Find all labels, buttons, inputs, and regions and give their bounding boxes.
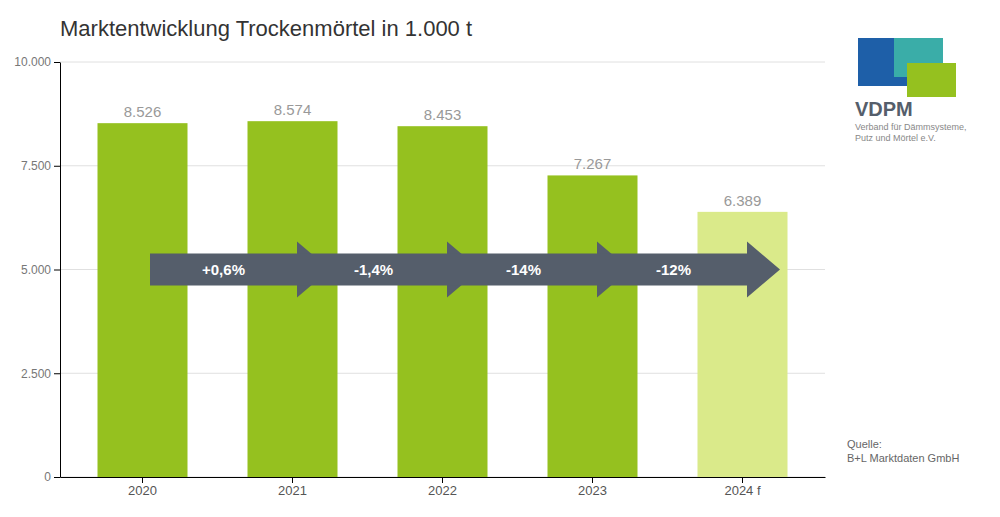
x-tick-label: 2023 — [578, 483, 607, 498]
bar — [98, 123, 188, 477]
y-tick: 7.500 — [21, 159, 60, 173]
y-tick-label: 7.500 — [21, 159, 51, 173]
x-tick-mark — [292, 477, 293, 483]
arrow-label: -12% — [656, 261, 691, 278]
x-tick-mark — [442, 477, 443, 483]
x-tick-mark — [592, 477, 593, 483]
y-tick: 0 — [44, 470, 60, 484]
logo: VDPM Verband für Dämmsysteme,Putz und Mör… — [855, 38, 967, 143]
chart-svg: 02.5005.0007.50010.000202020212022202320… — [0, 0, 1000, 517]
y-axis-line — [60, 63, 61, 478]
grid-line — [60, 62, 825, 63]
bar — [248, 121, 338, 477]
logo-text: VDPM — [855, 98, 913, 120]
y-tick-mark — [54, 166, 60, 167]
x-tick: 2023 — [578, 477, 607, 498]
x-tick: 2022 — [428, 477, 457, 498]
y-tick-mark — [54, 62, 60, 63]
data-label: 8.453 — [424, 106, 462, 123]
arrow-label: -14% — [506, 261, 541, 278]
y-tick-label: 2.500 — [21, 367, 51, 381]
title: Marktentwicklung Trockenmörtel in 1.000 … — [60, 16, 472, 41]
y-tick: 5.000 — [21, 263, 60, 277]
y-tick-label: 5.000 — [21, 263, 51, 277]
data-label: 8.526 — [124, 103, 162, 120]
y-tick: 2.500 — [21, 367, 60, 381]
y-tick-mark — [54, 373, 60, 374]
bar — [548, 175, 638, 477]
x-tick-label: 2020 — [128, 483, 157, 498]
x-tick-mark — [742, 477, 743, 483]
x-tick: 2024 f — [724, 477, 761, 498]
data-label: 8.574 — [274, 101, 312, 118]
y-axis: 0 2.500 5.000 7.500 10.000 — [14, 55, 60, 484]
x-axis: 2020 2021 2022 2023 2024 f — [61, 477, 826, 498]
y-tick-label: 10.000 — [14, 55, 51, 69]
x-tick-mark — [142, 477, 143, 483]
source-line: Quelle: — [847, 438, 882, 450]
data-labels: 8.526 8.574 8.453 7.267 6.389 — [124, 101, 762, 209]
y-tick: 10.000 — [14, 55, 60, 69]
logo-text: Putz und Mörtel e.V. — [855, 133, 936, 143]
bar — [698, 212, 788, 477]
x-tick: 2020 — [128, 477, 157, 498]
grid — [60, 62, 825, 477]
data-label: 7.267 — [574, 155, 612, 172]
arrow-label: -1,4% — [354, 261, 393, 278]
y-tick-label: 0 — [44, 470, 51, 484]
x-tick-label: 2022 — [428, 483, 457, 498]
source-line: B+L Marktdaten GmbH — [847, 452, 959, 464]
y-tick-mark — [54, 477, 60, 478]
data-label: 6.389 — [724, 192, 762, 209]
x-tick-label: 2021 — [278, 483, 307, 498]
source: Quelle: B+L Marktdaten GmbH — [847, 438, 959, 464]
arrows: +0,6% -1,4% -14% -12% — [150, 242, 780, 298]
y-tick-mark — [54, 270, 60, 271]
chart-container: 02.5005.0007.50010.000202020212022202320… — [0, 0, 1000, 517]
logo-square — [907, 63, 956, 97]
arrow-label: +0,6% — [202, 261, 245, 278]
bars — [98, 121, 788, 477]
bar — [398, 126, 488, 477]
x-tick-label: 2024 f — [724, 483, 761, 498]
x-tick: 2021 — [278, 477, 307, 498]
logo-text: Verband für Dämmsysteme, — [855, 122, 967, 132]
arrow — [600, 242, 780, 298]
